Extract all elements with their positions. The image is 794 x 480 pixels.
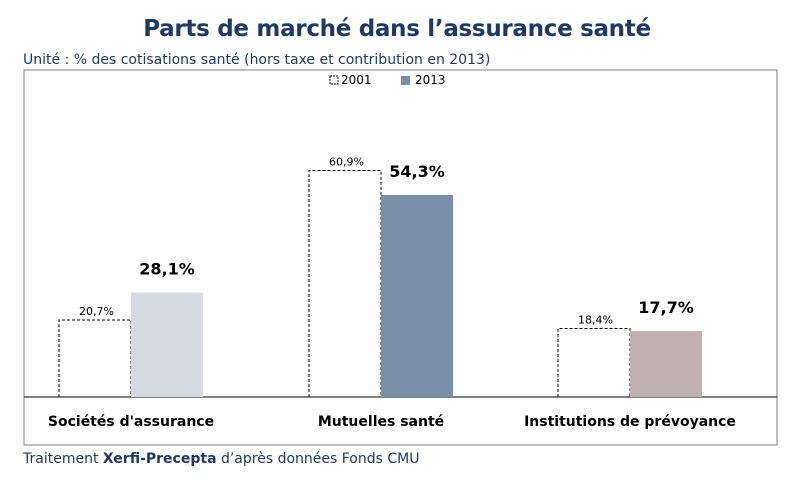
source-prefix: Traitement <box>23 451 103 467</box>
legend-label-2001: 2001 <box>341 73 372 87</box>
bars-group <box>58 169 702 397</box>
data-labels-group: 20,7% 28,1% 60,9% 54,3% 18,4% 17,7% <box>79 155 694 326</box>
bar-2001-1 <box>58 319 132 397</box>
label-2013-3: 17,7% <box>638 298 694 317</box>
source-brand: Xerfi-Precepta <box>102 451 217 467</box>
legend-label-2013: 2013 <box>415 73 446 87</box>
bar-2013-1 <box>131 292 203 397</box>
plot-frame <box>23 69 778 446</box>
source-note: Traitement Xerfi-Precepta d’après donnée… <box>23 451 419 467</box>
category-label-3: Institutions de prévoyance <box>524 414 736 430</box>
label-2001-3: 18,4% <box>578 314 613 327</box>
label-2013-2: 54,3% <box>389 162 445 181</box>
category-labels-group: Sociétés d'assurance Mutuelles santé Insti… <box>48 414 736 430</box>
category-label-1: Sociétés d'assurance <box>48 414 214 430</box>
chart-subtitle: Unité : % des cotisations santé (hors ta… <box>23 52 491 68</box>
category-label-2: Mutuelles santé <box>318 414 444 430</box>
bar-2001-3 <box>557 328 631 397</box>
legend-swatch-2013 <box>401 76 410 85</box>
legend-swatch-2001 <box>329 75 339 85</box>
legend: 2001 2013 <box>329 73 446 87</box>
label-2001-2: 60,9% <box>329 155 364 168</box>
label-2001-1: 20,7% <box>79 305 114 318</box>
bar-2013-2 <box>381 195 453 397</box>
chart-title: Parts de marché dans l’assurance santé <box>143 16 651 42</box>
source-suffix: d’après données Fonds CMU <box>216 451 420 467</box>
bar-2013-3 <box>630 331 702 397</box>
label-2013-1: 28,1% <box>139 259 195 278</box>
bar-2001-2 <box>308 169 382 397</box>
